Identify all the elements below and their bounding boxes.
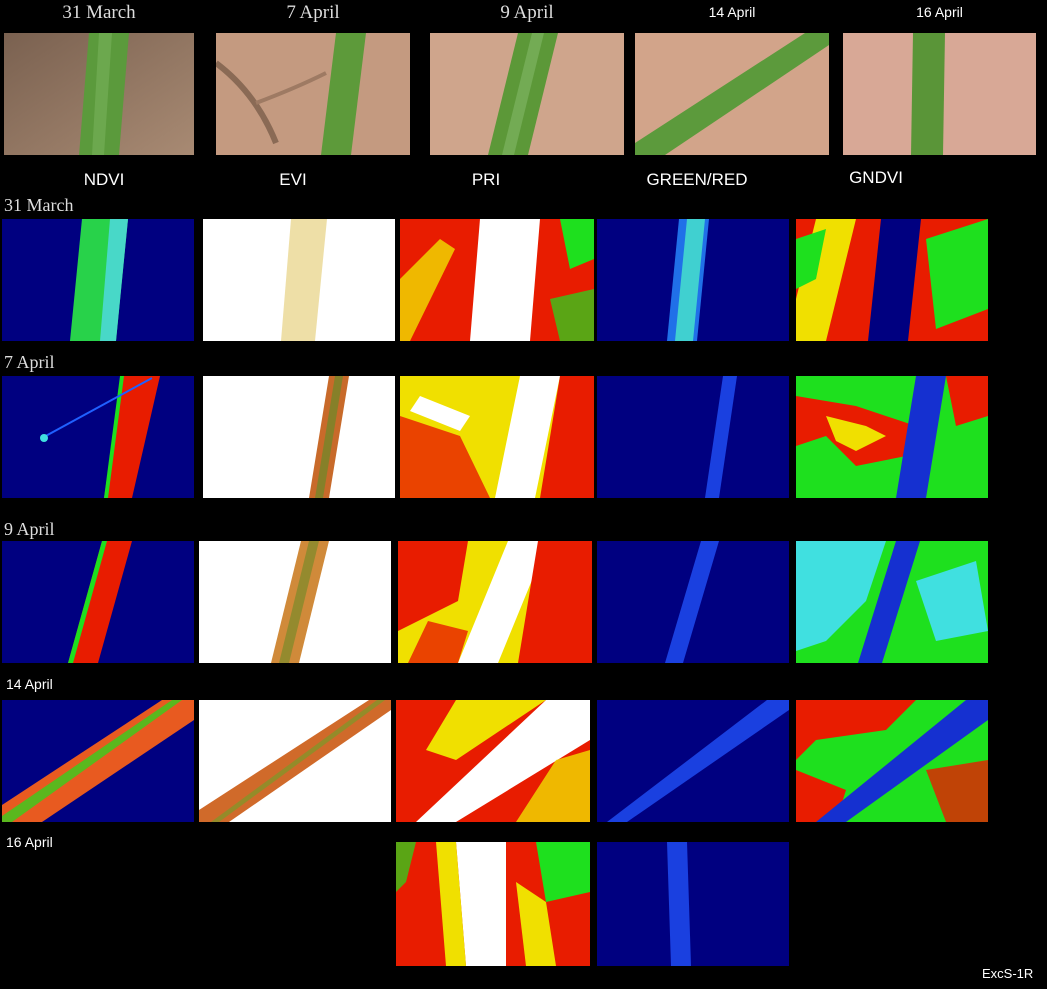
gndvi-map-14-april	[796, 700, 988, 822]
evi-map-7-april	[203, 376, 395, 498]
green-red-map-14-april	[597, 700, 789, 822]
leaf-photo-16-april	[843, 33, 1036, 155]
pri-map-7-april	[400, 376, 594, 498]
pri-map-16-april	[396, 842, 590, 966]
photo-date-label-2: 7 April	[286, 2, 340, 23]
pri-map-14-april	[396, 700, 590, 822]
leaf-photo-31-march	[4, 33, 194, 155]
leaf-photo-14-april	[635, 33, 829, 155]
figure-code: ExcS-1R	[982, 966, 1034, 981]
leaf-photo-7-april	[216, 33, 410, 155]
green-red-map-9-april	[597, 541, 789, 663]
gndvi-map-9-april	[796, 541, 988, 663]
index-title-gndvi: GNDVI	[849, 168, 903, 187]
photo-date-label-1: 31 March	[62, 2, 136, 23]
pri-map-9-april	[398, 541, 592, 663]
ndvi-map-14-april	[2, 700, 194, 822]
ndvi-map-9-april	[2, 541, 194, 663]
row-date-label-4: 14 April	[6, 676, 53, 692]
row-date-label-5: 16 April	[6, 834, 53, 850]
evi-map-9-april	[199, 541, 391, 663]
evi-map-14-april	[199, 700, 391, 822]
ndvi-map-31-march	[2, 219, 194, 341]
row-date-label-1: 31 March	[4, 195, 74, 215]
green-red-map-31-march	[597, 219, 789, 341]
photo-date-label-5: 16 April	[916, 4, 963, 20]
leaf-photo-9-april	[430, 33, 624, 155]
ndvi-map-7-april	[2, 376, 194, 498]
row-date-label-3: 9 April	[4, 519, 55, 539]
index-title-evi: EVI	[279, 170, 307, 189]
photo-date-label-4: 14 April	[708, 4, 756, 20]
index-title-green-red: GREEN/RED	[646, 170, 748, 189]
index-title-ndvi: NDVI	[83, 170, 125, 189]
green-red-map-16-april	[597, 842, 789, 966]
pri-map-31-march	[400, 219, 594, 341]
green-red-map-7-april	[597, 376, 789, 498]
index-title-pri: PRI	[471, 170, 501, 189]
evi-map-31-march	[203, 219, 395, 341]
row-date-label-2: 7 April	[4, 352, 55, 372]
gndvi-map-31-march	[796, 219, 988, 341]
gndvi-map-7-april	[796, 376, 988, 498]
photo-date-label-3: 9 April	[500, 2, 554, 23]
